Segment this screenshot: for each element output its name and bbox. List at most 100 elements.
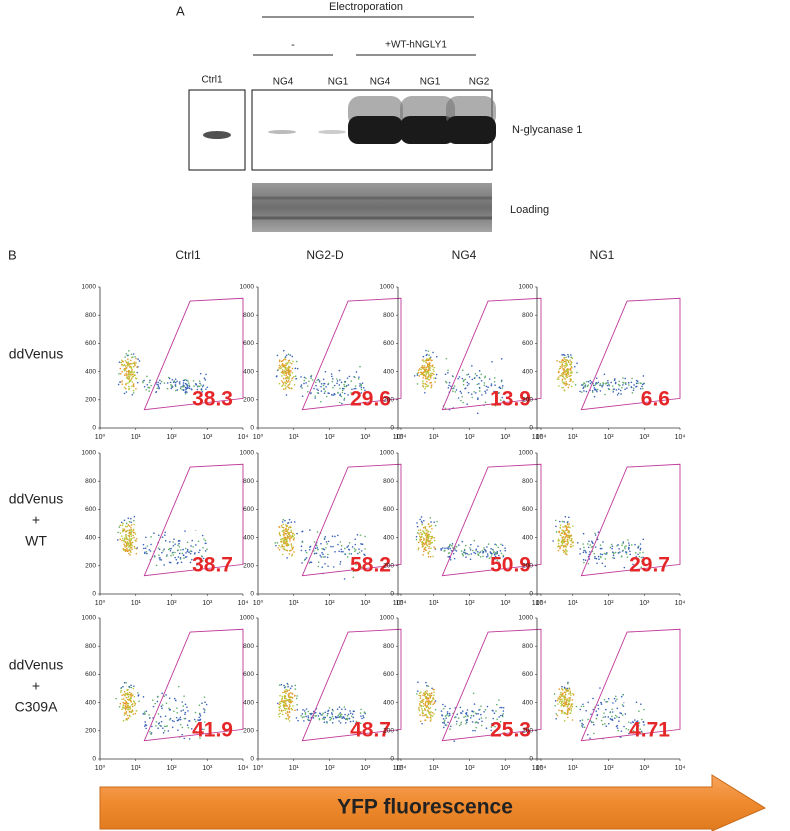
dot xyxy=(203,711,206,714)
dot xyxy=(202,557,205,560)
y-tick-label: 200 xyxy=(522,397,533,404)
dot xyxy=(332,566,335,568)
dot xyxy=(281,370,284,373)
dot xyxy=(447,548,450,550)
dot xyxy=(121,380,124,382)
dot xyxy=(127,517,130,520)
dot xyxy=(417,547,420,549)
dot xyxy=(122,360,124,363)
dot xyxy=(309,561,312,563)
dot xyxy=(419,704,421,707)
dot xyxy=(165,702,168,705)
x-tick-label: 10³ xyxy=(360,600,371,607)
dot xyxy=(129,379,131,381)
dot xyxy=(130,379,133,381)
dot xyxy=(162,732,165,734)
x-tick-label: 10² xyxy=(324,765,335,772)
dot xyxy=(159,382,162,385)
dot xyxy=(283,540,286,542)
dot xyxy=(566,687,569,690)
dot xyxy=(445,714,448,716)
dot xyxy=(284,358,287,361)
dot xyxy=(283,707,286,710)
dot xyxy=(589,379,592,382)
dot xyxy=(603,552,606,555)
dot xyxy=(118,526,121,528)
dot xyxy=(341,391,344,394)
y-tick-label: 400 xyxy=(522,699,533,706)
dot xyxy=(429,693,431,695)
dot xyxy=(288,518,291,521)
dot xyxy=(566,682,569,685)
y-tick-label: 0 xyxy=(250,756,254,763)
dot xyxy=(127,364,130,367)
dot xyxy=(122,530,124,533)
dot xyxy=(337,714,340,716)
dot xyxy=(422,383,425,385)
dot xyxy=(287,533,290,536)
dot xyxy=(563,705,565,707)
dot xyxy=(176,389,179,391)
dot xyxy=(557,371,560,373)
dot xyxy=(428,702,431,704)
dot xyxy=(307,710,310,713)
dot xyxy=(287,713,289,716)
dot xyxy=(421,366,423,369)
dot xyxy=(186,706,188,708)
dot xyxy=(203,728,205,731)
dot xyxy=(124,365,127,367)
dot xyxy=(281,521,284,523)
dot xyxy=(286,549,289,552)
dot xyxy=(326,543,328,545)
dot xyxy=(432,372,434,375)
dot xyxy=(426,704,429,707)
dot xyxy=(285,539,288,542)
dot xyxy=(289,381,291,383)
dot xyxy=(642,538,645,541)
band xyxy=(318,130,346,134)
dot xyxy=(325,547,327,549)
dot xyxy=(424,714,426,716)
dot xyxy=(622,542,624,545)
dot xyxy=(568,699,571,701)
loading-label: Loading xyxy=(510,204,549,216)
dot xyxy=(475,392,477,394)
dot xyxy=(315,552,318,555)
dot xyxy=(466,403,468,406)
dot xyxy=(181,733,184,736)
dot xyxy=(561,386,563,389)
dot xyxy=(566,699,568,701)
dot xyxy=(178,552,181,555)
dot xyxy=(609,717,612,720)
dot xyxy=(355,722,357,725)
dot xyxy=(125,693,127,696)
dot xyxy=(613,388,615,390)
dot xyxy=(292,535,294,538)
dot xyxy=(281,368,284,371)
dot xyxy=(429,375,432,378)
dot xyxy=(122,704,125,706)
dot xyxy=(570,539,573,541)
dot xyxy=(124,708,127,711)
dot xyxy=(564,711,566,714)
dot xyxy=(449,558,452,561)
dot xyxy=(427,694,429,696)
dot xyxy=(425,541,428,544)
dot xyxy=(325,395,328,398)
x-tick-label: 10³ xyxy=(202,765,213,772)
dot xyxy=(340,545,343,547)
dot xyxy=(196,564,198,566)
dot xyxy=(562,372,565,375)
dot xyxy=(614,378,616,380)
dot xyxy=(476,374,478,377)
dot xyxy=(565,370,567,373)
dot xyxy=(128,693,131,696)
dot xyxy=(427,709,429,712)
dot xyxy=(168,697,171,700)
dot xyxy=(496,559,499,562)
dot xyxy=(622,384,624,386)
dot xyxy=(496,722,499,725)
dot xyxy=(118,361,121,363)
dot xyxy=(558,688,561,690)
dot xyxy=(421,359,424,362)
